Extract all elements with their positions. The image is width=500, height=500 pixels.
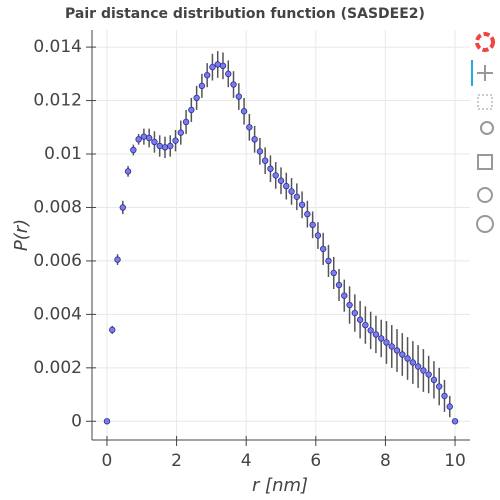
point (309, 221, 316, 229)
point (261, 157, 269, 164)
point (430, 376, 438, 384)
point (399, 351, 406, 358)
point (140, 133, 148, 140)
point (103, 418, 111, 425)
y-tick-label: 0.008 (33, 197, 82, 217)
point (451, 418, 459, 425)
y-tick-label: 0.004 (33, 304, 82, 324)
x-tick-label: 2 (171, 451, 182, 471)
point (193, 94, 200, 102)
point (356, 316, 364, 323)
y-tick-label: 0.01 (44, 144, 82, 164)
point (240, 108, 248, 115)
pan-tool[interactable] (477, 65, 493, 81)
y-axis-label: P(r) (11, 219, 32, 251)
point (209, 63, 216, 71)
point (214, 61, 221, 68)
point (325, 257, 332, 265)
point (119, 204, 127, 211)
point (346, 301, 353, 309)
save-tool[interactable] (477, 154, 493, 170)
point (446, 403, 453, 410)
point (145, 134, 153, 142)
point (130, 146, 137, 154)
x-tick-label: 0 (102, 451, 113, 471)
point (330, 269, 337, 277)
point (304, 210, 311, 218)
point (341, 292, 348, 299)
point (198, 82, 206, 90)
point (235, 93, 243, 100)
point (225, 70, 232, 78)
point (441, 392, 448, 400)
y-tick-label: 0.014 (33, 37, 82, 57)
y-tick-label: 0.012 (33, 91, 82, 111)
point (177, 129, 184, 136)
point (288, 188, 295, 195)
x-tick-label: 6 (310, 451, 321, 471)
x-tick-label: 10 (444, 451, 466, 471)
point (109, 326, 116, 334)
point (151, 138, 158, 146)
point (383, 339, 390, 346)
bokeh-logo[interactable] (475, 32, 495, 52)
point (230, 81, 237, 88)
point (167, 142, 174, 150)
x-tick-label: 8 (380, 451, 391, 471)
point (203, 71, 211, 79)
point (283, 182, 290, 190)
point (372, 331, 380, 338)
point (404, 355, 411, 362)
point (314, 232, 322, 239)
point (420, 367, 427, 374)
help-tool[interactable] (476, 215, 494, 233)
point (135, 136, 142, 143)
reset-tool[interactable] (477, 187, 493, 203)
point (161, 144, 169, 151)
point (298, 201, 306, 208)
point (414, 363, 422, 370)
point (124, 168, 132, 175)
point (277, 177, 285, 184)
chart-title: Pair distance distribution function (SAS… (65, 6, 425, 22)
x-tick-label: 4 (241, 451, 252, 471)
point (182, 118, 190, 126)
point (172, 137, 179, 144)
point (409, 359, 417, 366)
point (188, 106, 195, 114)
point (251, 136, 258, 143)
point (156, 142, 163, 150)
toolbar (471, 32, 495, 233)
point (114, 256, 121, 263)
point (319, 245, 327, 253)
point (246, 124, 253, 131)
x-axis-label: r [nm] (252, 475, 308, 496)
box-zoom-tool[interactable] (477, 94, 493, 110)
point (335, 281, 343, 289)
y-tick-label: 0 (71, 411, 82, 431)
point (272, 172, 279, 179)
point (367, 327, 374, 334)
point (362, 321, 369, 329)
point (388, 343, 395, 350)
point (393, 347, 401, 354)
y-tick-label: 0.006 (33, 251, 82, 271)
point (293, 193, 301, 200)
point (378, 335, 385, 342)
point (219, 62, 227, 70)
point (256, 148, 264, 155)
point (435, 383, 443, 390)
point (425, 371, 432, 378)
point (351, 309, 359, 317)
wheel-zoom-tool[interactable] (480, 121, 494, 135)
y-tick-label: 0.002 (33, 358, 82, 378)
point (267, 165, 274, 172)
